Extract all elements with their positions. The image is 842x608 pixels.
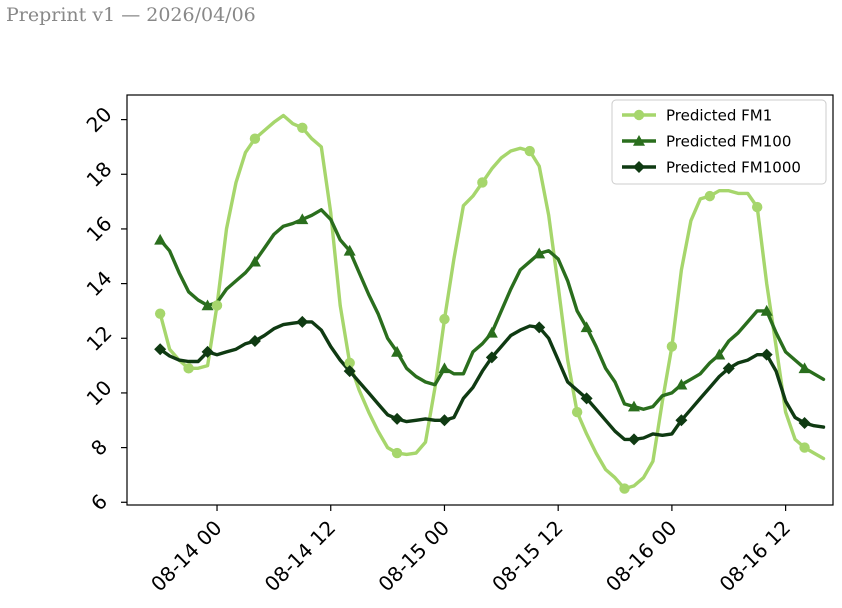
series-1-marker xyxy=(713,348,726,360)
y-ticks: 6 8 10 12 14 16 18 20 xyxy=(82,102,127,515)
y-tick-label: 8 xyxy=(86,435,112,461)
y-tick-label: 10 xyxy=(82,375,117,410)
series-1-marker xyxy=(343,244,356,256)
series-2-marker xyxy=(533,321,546,334)
series-0-marker xyxy=(391,447,403,459)
series-2-marker xyxy=(296,315,309,328)
y-tick-label: 12 xyxy=(82,321,117,356)
series-0-marker xyxy=(154,308,166,319)
series-0-marker xyxy=(477,177,488,188)
series-1-marker xyxy=(154,233,167,245)
series-1-marker xyxy=(391,345,404,357)
series-0-marker xyxy=(249,133,261,144)
series-1-marker xyxy=(201,299,214,311)
x-tick-label: 08-15 00 xyxy=(373,516,454,597)
series-0-marker xyxy=(439,313,450,325)
series-0-marker xyxy=(751,201,763,213)
series-0-marker xyxy=(183,363,194,374)
x-tick-label: 08-14 00 xyxy=(146,516,227,597)
series-1-marker xyxy=(580,321,593,333)
y-tick-label: 18 xyxy=(82,157,117,192)
series-line-2 xyxy=(158,320,826,442)
series-0-marker xyxy=(524,145,535,157)
legend-box xyxy=(611,99,827,185)
series-2-marker xyxy=(201,345,214,358)
series-markers xyxy=(154,122,811,494)
series-2-marker xyxy=(722,362,735,375)
x-ticks: 08-14 00 08-14 12 08-15 00 08-15 12 08-16 00… xyxy=(146,505,795,596)
y-tick-label: 20 xyxy=(82,102,117,137)
x-tick-label: 08-16 00 xyxy=(601,516,682,597)
series-2-marker xyxy=(798,417,811,429)
series-0-marker xyxy=(666,341,678,352)
series-0-marker xyxy=(704,190,716,202)
y-tick-label: 14 xyxy=(82,266,117,301)
series-2-marker xyxy=(343,365,356,378)
x-tick-label: 08-15 12 xyxy=(487,516,568,597)
legend-label-2: Predicted FM1000 xyxy=(666,158,801,176)
series-0-marker xyxy=(211,300,223,311)
series-0-marker xyxy=(571,406,583,418)
series-2-marker xyxy=(627,433,640,446)
legend-marker-1 xyxy=(633,135,645,146)
series-line-1 xyxy=(158,208,826,411)
legend: Predicted FM1 Predicted FM100 Predicted FM… xyxy=(611,99,827,185)
series-2-marker xyxy=(580,392,593,405)
series-0-marker xyxy=(297,122,308,133)
series-2-marker xyxy=(760,348,773,361)
preprint-header: Preprint v1 — 2026/04/06 xyxy=(6,4,256,26)
x-tick-label: 08-16 12 xyxy=(715,516,796,597)
series-1-marker xyxy=(438,362,451,374)
series-1-marker xyxy=(248,255,261,267)
y-tick-label: 16 xyxy=(82,211,117,246)
series-0-marker xyxy=(619,483,630,494)
series-1-marker xyxy=(798,362,811,374)
x-tick-label: 08-14 12 xyxy=(260,516,341,597)
series-2-marker xyxy=(485,351,498,364)
series-1-marker xyxy=(675,378,688,390)
legend-label-0: Predicted FM1 xyxy=(666,106,772,124)
series-2-marker xyxy=(391,412,404,425)
series-2-marker xyxy=(154,343,167,356)
legend-label-1: Predicted FM100 xyxy=(666,132,791,150)
series-1-marker xyxy=(760,304,773,316)
series-1-marker xyxy=(485,326,498,338)
series-1-marker xyxy=(296,213,309,225)
series-1-marker xyxy=(627,400,640,412)
series-2-marker xyxy=(248,335,261,347)
series-1-marker xyxy=(533,247,546,259)
series-0-marker xyxy=(344,357,355,369)
legend-marker-0 xyxy=(633,109,645,121)
y-tick-label: 6 xyxy=(86,489,112,515)
series-2-marker xyxy=(438,414,451,427)
series-0-marker xyxy=(799,442,810,453)
series-2-marker xyxy=(675,414,688,427)
plot-frame xyxy=(126,94,834,506)
legend-marker-2 xyxy=(633,161,645,173)
